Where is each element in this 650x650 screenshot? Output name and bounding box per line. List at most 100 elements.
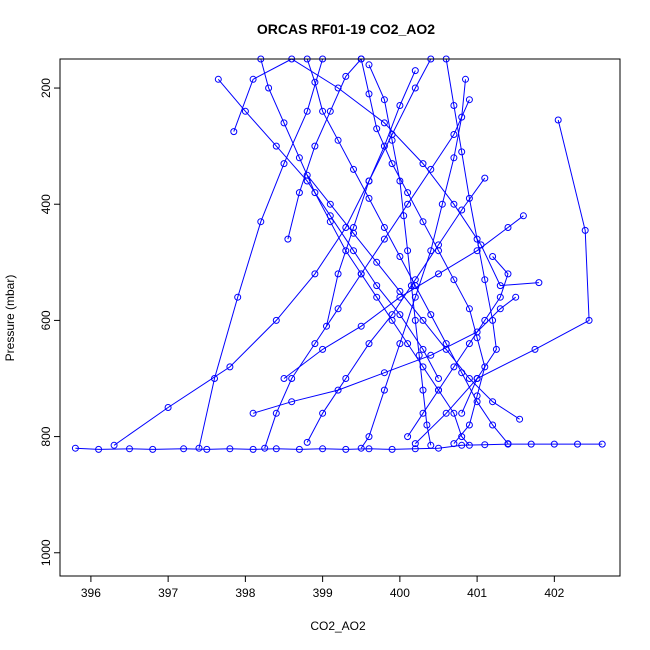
data-point	[411, 84, 419, 92]
data-point	[435, 241, 442, 249]
data-point	[489, 316, 497, 324]
data-point	[380, 369, 388, 377]
data-point	[326, 200, 334, 208]
series-line	[306, 177, 486, 443]
data-point	[465, 194, 473, 202]
data-point	[512, 293, 520, 301]
data-point	[465, 305, 473, 313]
data-point	[423, 421, 431, 429]
data-point	[342, 445, 350, 453]
data-point	[311, 340, 319, 348]
data-point	[380, 224, 388, 231]
data-point	[295, 154, 303, 162]
data-point	[95, 445, 103, 453]
data-point	[396, 102, 404, 109]
data-point	[465, 375, 473, 382]
series-line	[264, 99, 470, 449]
data-point	[581, 226, 589, 234]
data-point	[272, 445, 280, 453]
series-layer	[71, 55, 606, 453]
series-14	[214, 75, 442, 382]
data-point	[404, 340, 412, 348]
series-line	[360, 58, 486, 444]
data-point	[404, 200, 412, 208]
data-point	[458, 206, 466, 214]
series-13	[442, 55, 500, 417]
data-point	[481, 441, 489, 449]
data-point	[226, 363, 234, 371]
series-line	[260, 58, 470, 446]
data-point	[481, 363, 489, 371]
data-point	[419, 218, 427, 226]
data-point	[380, 386, 388, 394]
data-point	[280, 160, 288, 168]
series-line	[360, 79, 466, 449]
y-axis: 200 400 600 800 1000	[39, 78, 60, 566]
data-point	[435, 270, 442, 278]
data-point	[311, 142, 319, 150]
plot-frame	[59, 58, 621, 577]
data-point	[357, 270, 365, 278]
data-point	[249, 445, 257, 453]
series-17	[357, 75, 469, 452]
data-point	[504, 224, 512, 231]
series-line	[445, 58, 497, 414]
data-point	[516, 415, 524, 423]
data-point	[496, 293, 504, 301]
data-point	[396, 177, 404, 185]
data-point	[319, 345, 327, 353]
data-point	[311, 270, 319, 278]
data-point	[465, 441, 473, 449]
series-line	[368, 64, 432, 446]
series-line	[233, 58, 539, 287]
data-point	[373, 282, 381, 290]
x-axis-label: CO2_AO2	[310, 619, 366, 633]
data-point	[249, 409, 257, 417]
data-point	[450, 440, 458, 448]
data-point	[373, 258, 381, 266]
data-point	[411, 445, 419, 453]
data-point	[164, 404, 172, 411]
data-point	[411, 276, 419, 284]
data-point	[404, 247, 412, 255]
x-tick-label: 396	[81, 586, 101, 600]
data-point	[458, 113, 466, 121]
data-point	[458, 409, 466, 417]
series-line	[407, 256, 509, 437]
data-point	[380, 235, 388, 243]
data-point	[365, 177, 373, 185]
data-point	[203, 445, 211, 453]
data-point	[319, 445, 327, 453]
data-point	[303, 107, 311, 115]
data-point	[465, 96, 473, 104]
data-point	[450, 200, 458, 208]
data-point	[407, 282, 415, 290]
data-point	[350, 229, 357, 237]
series-2	[257, 55, 473, 449]
data-point	[427, 351, 435, 359]
data-point	[481, 276, 489, 284]
data-point	[334, 136, 342, 144]
data-point	[473, 247, 481, 255]
data-point	[396, 287, 404, 295]
data-point	[241, 107, 249, 115]
data-point	[411, 440, 419, 448]
data-point	[438, 200, 446, 208]
data-point	[492, 345, 500, 353]
data-point	[435, 386, 442, 394]
x-axis: 396 397 398 399 400 401 402	[81, 576, 565, 600]
data-point	[388, 445, 396, 453]
data-point	[450, 363, 458, 371]
data-point	[71, 444, 79, 452]
series-line	[326, 70, 416, 327]
series-15	[303, 174, 489, 446]
x-tick-label: 402	[544, 586, 564, 600]
chart-title: ORCAS RF01-19 CO2_AO2	[257, 21, 435, 37]
data-point	[465, 421, 473, 429]
series-line	[75, 443, 603, 450]
data-point	[458, 441, 466, 449]
data-point	[473, 392, 481, 400]
data-point	[342, 375, 350, 382]
data-point	[261, 444, 269, 452]
data-point	[574, 440, 581, 448]
